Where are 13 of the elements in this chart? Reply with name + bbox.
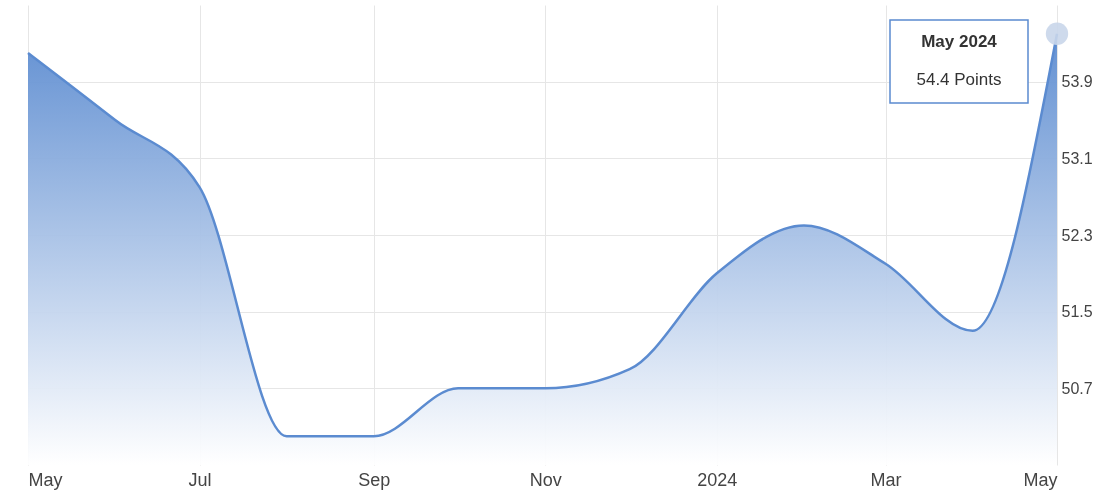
x-tick-label: Jul [188, 469, 212, 490]
y-tick-label: 53.9 [1061, 73, 1093, 91]
x-tick-label: Nov [529, 469, 562, 490]
y-tick-label: 52.3 [1061, 226, 1093, 244]
y-tick-label: 51.5 [1061, 303, 1093, 321]
x-tick-label: Mar [870, 469, 902, 490]
x-tick-label: May [28, 469, 63, 490]
y-tick-label: 53.1 [1061, 149, 1093, 167]
y-tick-label: 50.7 [1061, 379, 1093, 397]
x-tick-label: 2024 [697, 469, 738, 490]
annotation: May 2024 54.4 Points [916, 32, 1002, 89]
x-tick-label: May [1023, 469, 1058, 490]
x-tick-label: Sep [358, 469, 391, 490]
